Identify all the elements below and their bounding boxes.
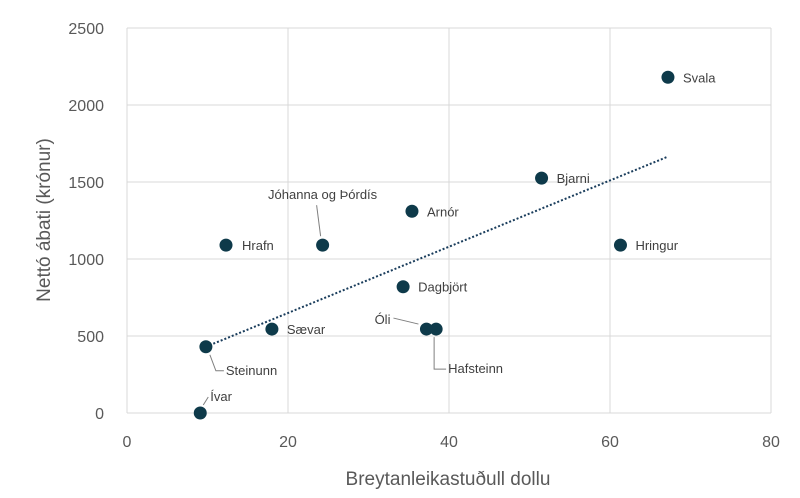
point-label-hafsteinn: Hafsteinn [448,361,503,376]
data-point-ivar [193,406,207,420]
data-point-dagbjort [396,280,410,294]
data-point-arnor [405,204,419,218]
data-points [193,70,675,420]
trendline-layer [205,155,669,348]
y-tick-label: 500 [77,329,104,346]
leader-line-johanna-og-thordis [316,205,322,237]
point-label-bjarni: Bjarni [557,171,590,186]
point-labels: Svala Bjarni Arnór Jóhanna og Þórdís Hrafn Hr… [210,70,716,404]
leader-line-hafsteinn [433,337,447,370]
x-tick-label: 60 [601,434,619,451]
data-point-steinunn [199,340,213,354]
leader-line-ivar [202,396,209,406]
data-point-hrafn [219,238,233,252]
point-label-hringur: Hringur [635,238,678,253]
point-label-johanna-og-thordis: Jóhanna og Þórdís [268,187,378,202]
point-label-steinunn: Steinunn [226,363,277,378]
y-axis-title: Nettó ábati (krónur) [34,138,55,302]
tick-labels: 0 20 40 60 80 0 500 1000 1500 2000 2500 [68,21,780,451]
x-tick-label: 40 [440,434,458,451]
grid [126,27,772,414]
data-point-johanna-og-thordis [316,238,330,252]
data-point-hringur [613,238,627,252]
point-label-arnor: Arnór [427,204,459,219]
point-label-saevar: Sævar [287,322,326,337]
point-label-dagbjort: Dagbjört [418,280,468,295]
y-tick-label: 1500 [68,175,104,192]
leader-line-steinunn [209,354,224,372]
y-tick-label: 0 [95,406,104,423]
x-tick-label: 0 [123,434,132,451]
y-tick-label: 2000 [68,98,104,115]
data-point-bjarni [535,171,549,185]
data-point-svala [661,70,675,84]
data-point-saevar [265,322,279,336]
y-tick-label: 2500 [68,21,104,38]
y-tick-label: 1000 [68,252,104,269]
leader-lines [202,205,447,406]
point-label-svala: Svala [683,70,716,85]
point-label-hrafn: Hrafn [242,238,274,253]
trendline [205,155,669,348]
data-point-hafsteinn [429,322,443,336]
data-point-oli [419,322,433,336]
x-tick-label: 80 [762,434,780,451]
x-tick-label: 20 [279,434,297,451]
leader-line-oli [393,317,419,325]
point-label-oli: Óli [375,312,391,327]
x-axis-title: Breytanleikastuðull dollu [346,469,551,490]
point-label-ivar: Ívar [210,389,232,404]
